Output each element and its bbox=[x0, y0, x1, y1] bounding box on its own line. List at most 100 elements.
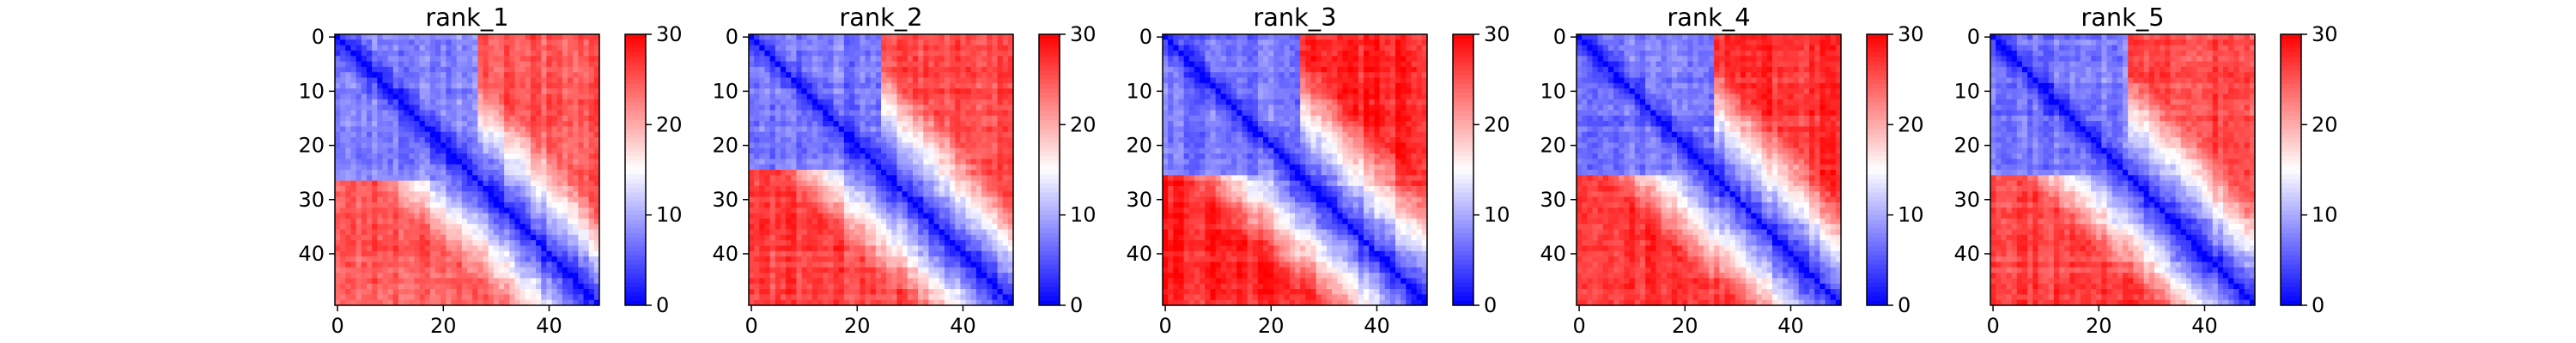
heatmap-cell bbox=[345, 294, 351, 301]
heatmap-cell bbox=[530, 50, 537, 57]
heatmap-cell bbox=[912, 262, 919, 268]
heatmap-cell bbox=[944, 262, 951, 268]
heatmap-cell bbox=[519, 250, 526, 257]
heatmap-cell bbox=[456, 218, 463, 225]
heatmap-cell bbox=[398, 191, 404, 197]
heatmap-cell bbox=[556, 245, 563, 252]
heatmap-cell bbox=[796, 105, 802, 111]
heatmap-cell bbox=[764, 213, 771, 220]
heatmap-cell bbox=[350, 153, 357, 159]
heatmap-cell bbox=[568, 45, 574, 51]
heatmap-cell bbox=[414, 240, 420, 246]
heatmap-cell bbox=[823, 170, 829, 176]
heatmap-cell bbox=[849, 191, 855, 197]
heatmap-cell bbox=[504, 262, 510, 268]
heatmap-cell bbox=[483, 126, 489, 133]
heatmap-cell bbox=[806, 66, 813, 73]
heatmap-cell bbox=[997, 229, 1004, 236]
heatmap-cell bbox=[488, 213, 495, 220]
heatmap-cell bbox=[891, 142, 897, 149]
heatmap-cell bbox=[541, 159, 547, 165]
heatmap-cell bbox=[875, 99, 882, 105]
heatmap-cell bbox=[562, 110, 568, 117]
heatmap-cell bbox=[987, 278, 993, 285]
heatmap-cell bbox=[965, 45, 972, 51]
heatmap-cell bbox=[923, 245, 929, 252]
heatmap-cell bbox=[446, 88, 452, 94]
heatmap-cell bbox=[992, 105, 998, 111]
heatmap-cell bbox=[786, 224, 792, 230]
heatmap-cell bbox=[970, 175, 977, 182]
heatmap-cell bbox=[896, 45, 903, 51]
heatmap-cell bbox=[424, 88, 431, 94]
heatmap-cell bbox=[536, 278, 542, 285]
heatmap-cell bbox=[987, 115, 993, 122]
heatmap-cell bbox=[536, 245, 542, 252]
heatmap-cell bbox=[483, 77, 489, 84]
heatmap-cell bbox=[562, 56, 568, 62]
heatmap-cell bbox=[583, 245, 590, 252]
heatmap-cell bbox=[970, 88, 977, 94]
heatmap-cell bbox=[493, 34, 500, 40]
heatmap-cell bbox=[541, 224, 547, 230]
heatmap-cell bbox=[556, 278, 563, 285]
heatmap-cell bbox=[875, 164, 882, 171]
heatmap-cell bbox=[786, 77, 792, 84]
heatmap-cell bbox=[939, 224, 945, 230]
heatmap-cell bbox=[409, 82, 415, 89]
heatmap-cell bbox=[933, 267, 940, 274]
heatmap-cell bbox=[849, 267, 855, 274]
heatmap-cell bbox=[578, 224, 584, 230]
heatmap-cell bbox=[361, 105, 368, 111]
heatmap-cell bbox=[340, 273, 346, 279]
heatmap-cell bbox=[392, 185, 399, 192]
colorbar-segment bbox=[625, 210, 646, 216]
heatmap-cell bbox=[902, 105, 908, 111]
heatmap-cell bbox=[372, 164, 378, 171]
heatmap-cell bbox=[583, 299, 590, 306]
heatmap-cell bbox=[843, 153, 850, 159]
heatmap-cell bbox=[987, 250, 993, 257]
heatmap-cell bbox=[886, 93, 892, 100]
heatmap-cell bbox=[541, 196, 547, 203]
heatmap-cell bbox=[981, 159, 987, 165]
heatmap-cell bbox=[372, 191, 378, 197]
heatmap-cell bbox=[997, 180, 1004, 187]
heatmap-cell bbox=[923, 273, 929, 279]
heatmap-cell bbox=[987, 126, 993, 133]
heatmap-cell bbox=[345, 164, 351, 171]
heatmap-cell bbox=[593, 66, 600, 73]
heatmap-cell bbox=[1007, 262, 1014, 268]
heatmap-cell bbox=[493, 61, 500, 68]
heatmap-cell bbox=[791, 250, 797, 257]
heatmap-cell bbox=[1002, 50, 1009, 57]
heatmap-cell bbox=[472, 240, 478, 246]
heatmap-cell bbox=[514, 153, 520, 159]
heatmap-cell bbox=[361, 93, 368, 100]
heatmap-cell bbox=[345, 159, 351, 165]
heatmap-cell bbox=[404, 82, 410, 89]
heatmap-cell bbox=[583, 131, 590, 138]
heatmap-cell bbox=[955, 208, 961, 214]
heatmap-cell bbox=[796, 77, 802, 84]
colorbar-segment bbox=[625, 286, 646, 292]
heatmap-cell bbox=[886, 99, 892, 105]
heatmap-cell bbox=[875, 39, 882, 46]
heatmap-cell bbox=[775, 164, 781, 171]
heatmap-cell bbox=[472, 77, 478, 84]
heatmap-cell bbox=[588, 56, 595, 62]
heatmap-cell bbox=[504, 289, 510, 295]
heatmap-cell bbox=[350, 34, 357, 40]
heatmap-cell bbox=[833, 147, 840, 154]
heatmap-cell bbox=[398, 196, 404, 203]
heatmap-cell bbox=[886, 256, 892, 262]
heatmap-cell bbox=[568, 66, 574, 73]
heatmap-cell bbox=[355, 213, 362, 220]
heatmap-cell bbox=[435, 77, 441, 84]
heatmap-cell bbox=[467, 50, 473, 57]
heatmap-cell bbox=[483, 56, 489, 62]
heatmap-cell bbox=[551, 213, 558, 220]
heatmap-cell bbox=[435, 245, 441, 252]
heatmap-cell bbox=[578, 82, 584, 89]
heatmap-cell bbox=[944, 142, 951, 149]
